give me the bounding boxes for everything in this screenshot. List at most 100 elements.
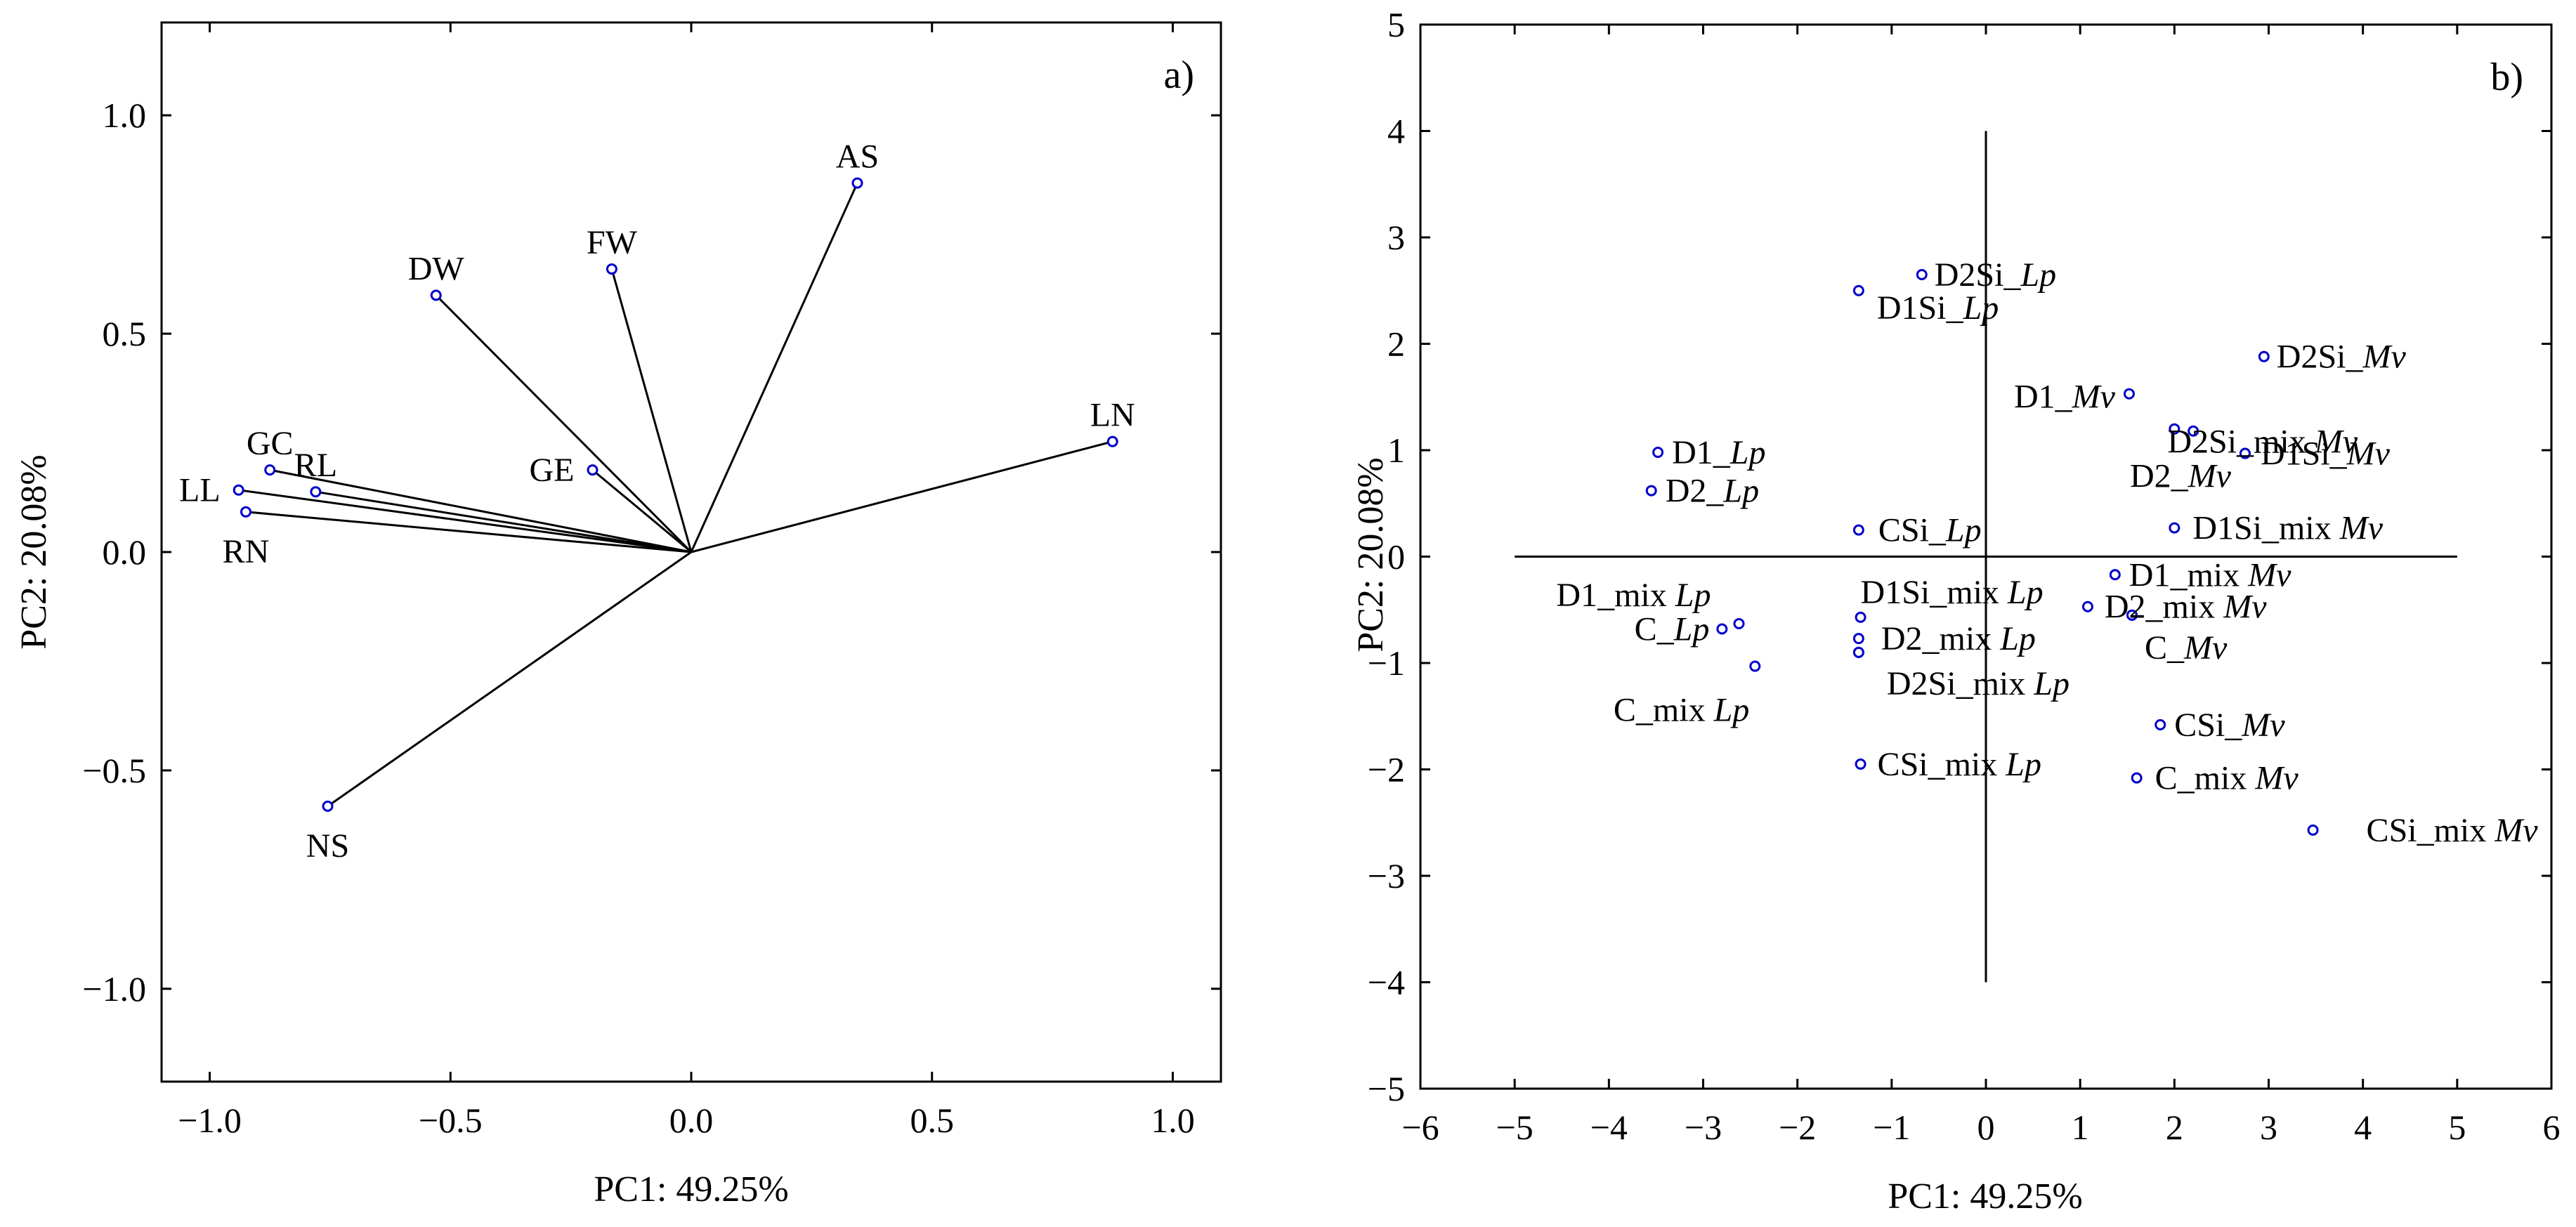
score-label: D2_mix Mv: [2105, 589, 2267, 626]
panel-b-y-tick-label: 0: [1387, 537, 1405, 577]
score-point: [1852, 633, 1864, 645]
panel-b-x-tick-label: −1: [1873, 1108, 1910, 1147]
panel-a-x-tick-label: −0.5: [419, 1101, 483, 1140]
score-label: C_Mv: [2145, 629, 2228, 667]
loading-point-dw: [430, 289, 442, 301]
score-point: [2169, 522, 2181, 534]
panel-b-y-tick-label: −4: [1368, 963, 1405, 1002]
loading-label-as: AS: [836, 138, 879, 176]
score-label: D2_Mv: [2130, 458, 2232, 495]
score-point: [1652, 447, 1664, 459]
panel-b-x-tick-label: 2: [2166, 1108, 2183, 1147]
panel-b-reference-lines: [1515, 131, 2457, 983]
score-point: [2109, 569, 2121, 581]
panel-a-x-tick-label: 1.0: [1151, 1101, 1195, 1140]
score-point: [2131, 772, 2143, 784]
loading-vector-fw: [610, 268, 693, 553]
panel-b-y-tick-label: 1: [1387, 431, 1405, 470]
panel-b-y-tick-label: 3: [1387, 218, 1405, 257]
score-point: [2155, 719, 2166, 730]
panel-b-tag: b): [2490, 55, 2523, 99]
score-label: D1_mix Mv: [2129, 556, 2291, 593]
loading-label-ge: GE: [529, 452, 574, 489]
panel-b-y-tick-label: −2: [1368, 750, 1405, 789]
score-label: CSi_Mv: [2174, 707, 2285, 744]
panel-b-x-tick-label: −4: [1590, 1108, 1628, 1147]
score-label: D1Si_Lp: [1877, 289, 1999, 327]
score-label: CSi_mix Mv: [2367, 812, 2539, 849]
panel-a-vectors: [238, 182, 1113, 808]
score-point: [2123, 388, 2135, 400]
score-label: CSi_Lp: [1878, 512, 1982, 549]
score-point: [1852, 284, 1864, 296]
panel-a-loadings-plot: −1.0 −0.5 0.0 0.5 1.0 −1.0 −0.5 0.0 0.5 1.0 AS FW D…: [14, 21, 1222, 1209]
score-point: [1733, 617, 1745, 629]
score-point: [1716, 623, 1728, 635]
score-label: D2Si_mix Lp: [1887, 665, 2070, 702]
panel-b-x-axis-label: PC1: 49.25%: [1888, 1176, 2082, 1216]
loading-point-ge: [587, 464, 599, 476]
loading-label-fw: FW: [587, 224, 638, 261]
score-point: [1855, 758, 1866, 770]
panel-b-x-tick-label: −6: [1401, 1108, 1439, 1147]
loading-label-dw: DW: [408, 250, 465, 287]
loading-point-as: [851, 177, 863, 189]
loading-point-fw: [606, 263, 617, 275]
score-point: [2258, 350, 2270, 362]
score-point: [2169, 423, 2181, 435]
panel-b-x-tick-label: 3: [2260, 1108, 2277, 1147]
loading-label-ln: LN: [1090, 397, 1135, 434]
score-label: D1Si_mix Mv: [2192, 510, 2383, 547]
score-point: [1645, 485, 1657, 497]
panel-b-x-tick-label: −2: [1779, 1108, 1816, 1147]
panel-b-x-tick-label: 5: [2448, 1108, 2466, 1147]
panel-b-y-tick-label: −3: [1368, 856, 1405, 895]
panel-a-y-tick-label: 0.5: [103, 314, 147, 353]
loading-label-rn: RN: [223, 533, 270, 570]
score-label: D1_mix Lp: [1556, 577, 1711, 614]
loading-label-ll: LL: [179, 472, 221, 509]
panel-a-y-tick-label: −0.5: [82, 751, 146, 790]
score-label: D2Si_Mv: [2277, 339, 2407, 376]
score-point: [1749, 660, 1761, 672]
score-label: C_Lp: [1635, 611, 1710, 648]
score-label: D1Si_mix Lp: [1861, 574, 2044, 611]
panel-b-points: [1645, 269, 2319, 836]
score-label: D1_Lp: [1672, 434, 1765, 471]
panel-b-y-tick-label: 4: [1387, 112, 1405, 151]
score-point: [2307, 824, 2319, 836]
panel-b-x-tick-label: 4: [2354, 1108, 2372, 1147]
panel-a-tag: a): [1163, 53, 1194, 97]
loading-point-rl: [310, 486, 322, 498]
score-point: [2081, 601, 2093, 612]
loading-vector-gc: [269, 468, 692, 553]
loading-point-ns: [322, 800, 334, 812]
score-label: CSi_mix Lp: [1878, 746, 2041, 783]
score-point: [2126, 609, 2138, 621]
score-label: D2Si_mix Mv: [2167, 424, 2358, 461]
panel-b-x-tick-label: 1: [2072, 1108, 2089, 1147]
loading-vector-ln: [691, 440, 1113, 553]
panel-a-y-tick-label: 0.0: [103, 532, 147, 572]
loading-point-gc: [264, 464, 276, 476]
score-point: [1916, 269, 1928, 281]
score-label: D1_Mv: [2014, 379, 2116, 416]
score-point: [1855, 611, 1866, 623]
panel-b-y-tick-label: 2: [1387, 324, 1405, 364]
loading-vector-dw: [435, 294, 693, 553]
panel-a-points: [233, 177, 1118, 812]
panel-a-y-tick-label: −1.0: [82, 969, 146, 1009]
loading-point-ll: [233, 484, 244, 496]
panel-b-y-tick-label: −1: [1368, 643, 1405, 683]
score-label: C_mix Mv: [2155, 760, 2299, 797]
loading-vector-as: [690, 182, 858, 553]
loading-label-gc: GC: [247, 425, 294, 462]
panel-a-ticks: −1.0 −0.5 0.0 0.5 1.0 −1.0 −0.5 0.0 0.5 1.0: [82, 22, 1221, 1140]
score-point: [1852, 524, 1864, 536]
